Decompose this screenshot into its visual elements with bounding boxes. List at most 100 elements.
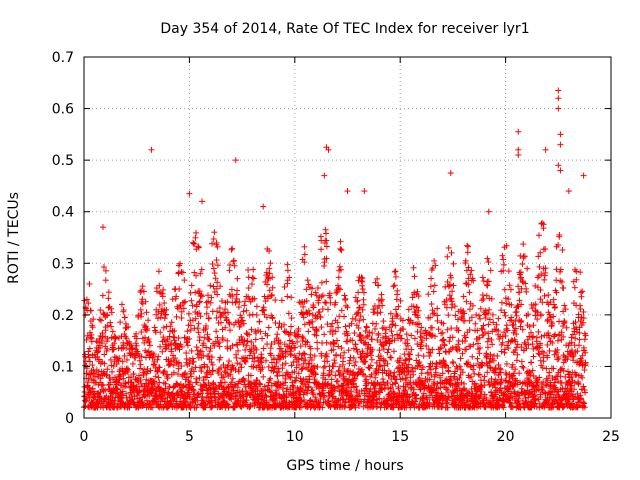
data-point (160, 324, 167, 331)
data-point (120, 306, 127, 313)
data-point (204, 304, 211, 311)
data-point (117, 319, 124, 326)
data-point (156, 301, 163, 308)
data-point (123, 324, 130, 331)
data-point (113, 361, 120, 368)
data-point (249, 274, 256, 281)
x-tick-label: 0 (80, 429, 89, 445)
data-point (258, 351, 265, 358)
data-point (209, 361, 216, 368)
data-point (390, 348, 397, 355)
data-point (480, 331, 487, 338)
data-point (314, 363, 321, 370)
data-point (449, 334, 456, 341)
data-point (133, 330, 140, 337)
data-point (323, 278, 330, 285)
data-point (332, 372, 339, 379)
data-point (160, 286, 167, 293)
data-point (460, 293, 467, 300)
data-point (513, 357, 520, 364)
data-point (427, 283, 434, 290)
data-point (285, 310, 292, 317)
data-point (141, 322, 148, 329)
data-point (212, 275, 219, 282)
data-point (123, 335, 130, 342)
data-point (555, 105, 562, 112)
data-point (184, 342, 191, 349)
data-point (214, 279, 221, 286)
data-point (321, 331, 328, 338)
data-point (157, 314, 164, 321)
data-point (196, 310, 203, 317)
data-point (171, 327, 178, 334)
data-point (378, 296, 385, 303)
y-tick-label: 0.3 (52, 256, 74, 272)
data-point (445, 312, 452, 319)
data-point (176, 286, 183, 293)
data-point (178, 308, 185, 315)
data-point (157, 343, 164, 350)
data-point (535, 328, 542, 335)
data-point (193, 272, 200, 279)
data-point (341, 313, 348, 320)
x-tick-labels: 0 5 10 15 20 25 (80, 429, 620, 445)
data-point (115, 357, 122, 364)
data-point (157, 329, 164, 336)
data-point (184, 328, 191, 335)
data-point (436, 350, 443, 357)
data-point (345, 347, 352, 354)
data-point (580, 172, 587, 179)
data-point (226, 267, 233, 274)
data-point (145, 336, 152, 343)
data-point (392, 322, 399, 329)
data-point (161, 300, 168, 307)
data-point (578, 293, 585, 300)
data-point (137, 361, 144, 368)
data-point (194, 391, 201, 398)
data-point (545, 292, 552, 299)
data-point (104, 366, 111, 373)
data-point (191, 396, 198, 403)
data-point (214, 308, 221, 315)
data-point (450, 360, 457, 367)
data-point (165, 356, 172, 363)
data-point (249, 281, 256, 288)
data-point (484, 344, 491, 351)
data-point (160, 369, 167, 376)
data-point (337, 245, 344, 252)
data-point (142, 298, 149, 305)
data-point (104, 322, 111, 329)
data-point (88, 307, 95, 314)
data-point (538, 333, 545, 340)
data-point (152, 327, 159, 334)
data-point (358, 366, 365, 373)
data-point (159, 293, 166, 300)
data-point (86, 280, 93, 287)
data-point (344, 338, 351, 345)
data-point (318, 279, 325, 286)
data-point (156, 282, 163, 289)
data-point (207, 282, 214, 289)
data-point (557, 131, 564, 138)
data-point (190, 368, 197, 375)
data-point (516, 297, 523, 304)
data-point (321, 172, 328, 179)
data-point (162, 311, 169, 318)
data-point (409, 364, 416, 371)
data-point (151, 380, 158, 387)
data-point (160, 334, 167, 341)
data-point (515, 146, 522, 153)
data-point (186, 360, 193, 367)
data-point (260, 373, 267, 380)
data-point (335, 274, 342, 281)
data-point (188, 373, 195, 380)
data-point (154, 356, 161, 363)
data-point (94, 404, 101, 411)
data-point (237, 361, 244, 368)
data-point (127, 374, 134, 381)
data-point (557, 141, 564, 148)
data-point (471, 370, 478, 377)
data-point (89, 322, 96, 329)
data-point (147, 367, 154, 374)
data-point (110, 346, 117, 353)
